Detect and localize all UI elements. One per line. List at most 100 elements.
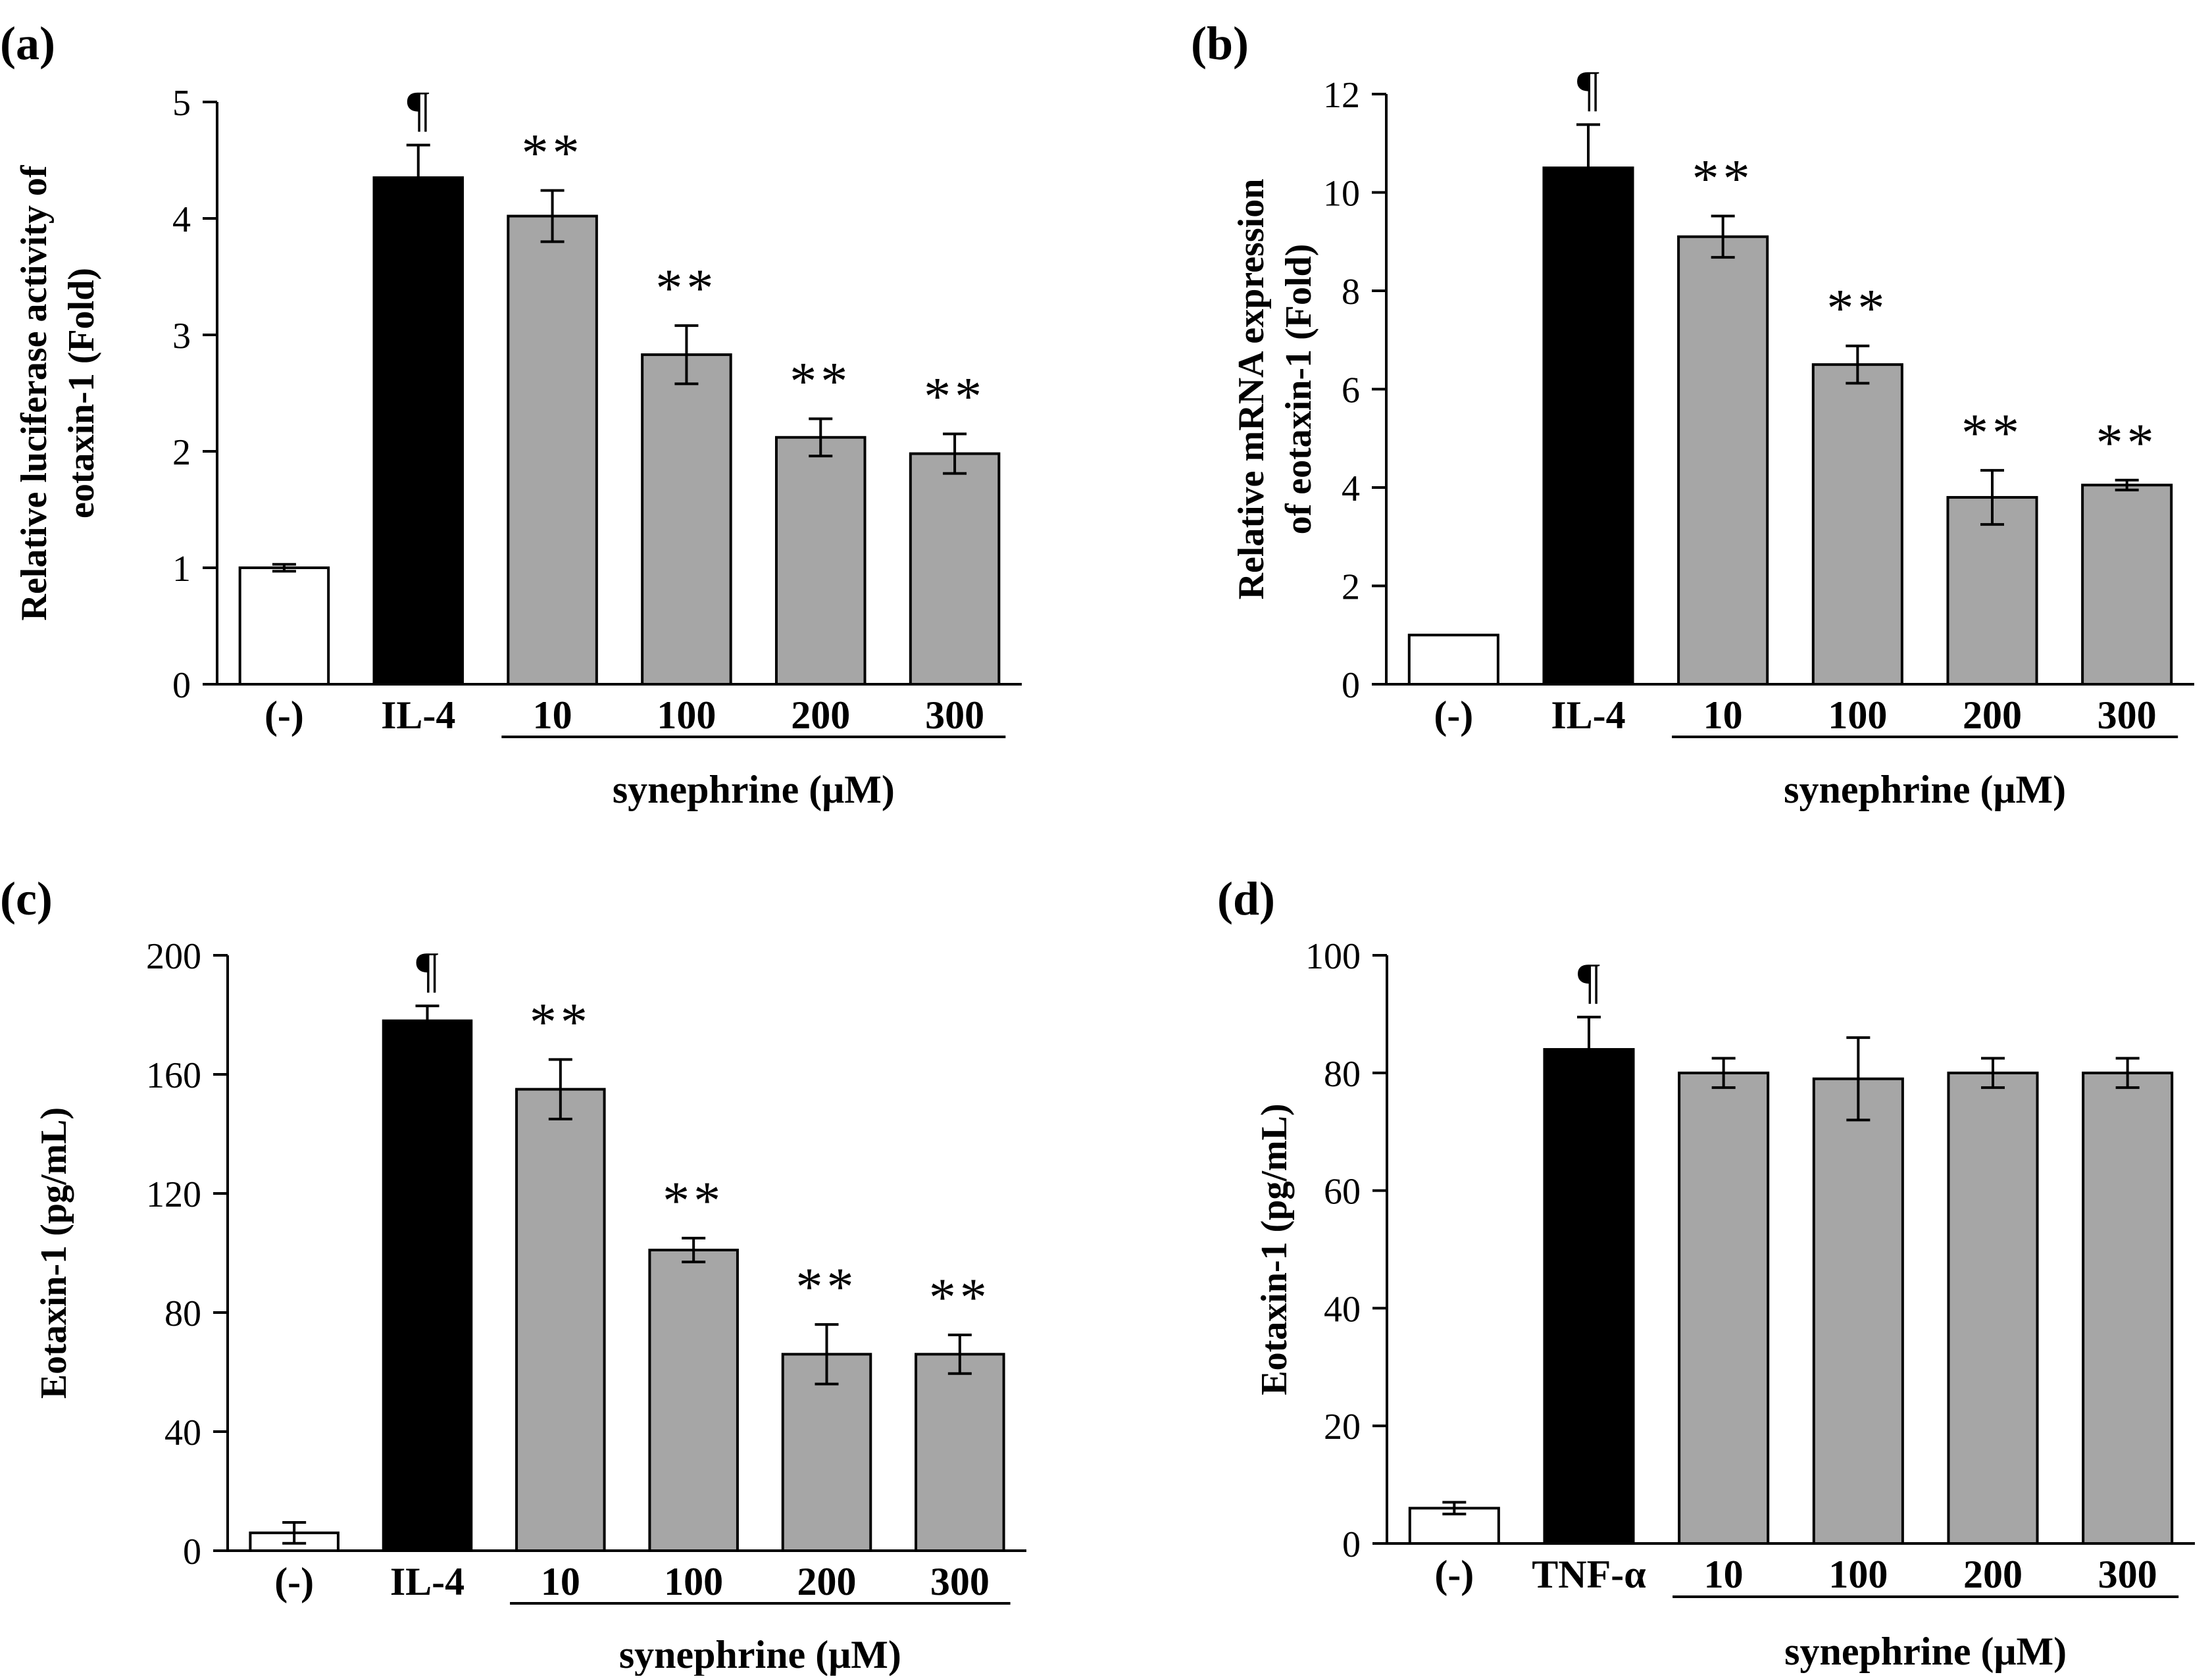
y-axis-title: Eotaxin-1 (pg/mL): [1254, 1103, 1295, 1395]
x-category-label: IL-4: [1551, 693, 1625, 737]
x-category-label: TNF-α: [1532, 1553, 1646, 1596]
x-category-label: 300: [930, 1560, 990, 1603]
y-tick-label: 4: [1342, 468, 1360, 509]
significance-marker: **: [663, 1170, 724, 1230]
y-tick-label: 200: [146, 936, 201, 977]
x-category-label: (-): [274, 1560, 314, 1603]
bar: [1677, 235, 1769, 686]
y-tick-label: 10: [1323, 174, 1360, 214]
x-category-label: 100: [1828, 1553, 1888, 1596]
significance-marker: **: [1961, 403, 2023, 463]
group-label: synephrine (μM): [613, 768, 895, 811]
y-tick-label: 0: [1342, 1524, 1361, 1565]
group-label: synephrine (μM): [1784, 768, 2066, 811]
y-tick-label: 8: [1342, 272, 1360, 313]
group-label: synephrine (μM): [1784, 1630, 2067, 1673]
y-tick-label: 0: [172, 665, 191, 706]
x-category-label: 200: [797, 1560, 857, 1603]
significance-marker: **: [522, 123, 584, 183]
significance-marker: **: [924, 366, 986, 426]
significance-marker: ¶: [407, 81, 430, 136]
x-category-label: 10: [533, 693, 572, 737]
y-tick-label: 12: [1323, 75, 1360, 116]
bar: [909, 452, 1001, 686]
bar: [641, 353, 732, 686]
y-tick-label: 3: [172, 316, 191, 357]
y-tick-label: 160: [146, 1055, 201, 1096]
y-tick-label: 120: [146, 1174, 201, 1215]
significance-marker: **: [655, 258, 717, 318]
bar: [372, 176, 465, 686]
bar: [781, 1353, 872, 1553]
x-category-label: (-): [1434, 1553, 1474, 1596]
y-axis-title: Eotaxin-1 (pg/mL): [34, 1107, 74, 1399]
y-axis-title: eotaxin-1 (Fold): [61, 268, 102, 518]
y-tick-label: 40: [1324, 1289, 1361, 1330]
significance-marker: **: [796, 1257, 858, 1316]
y-axis-title: Relative mRNA expression: [1231, 179, 1272, 600]
bar: [507, 214, 598, 686]
significance-marker: **: [2096, 413, 2158, 472]
group-label: synephrine (μM): [619, 1633, 901, 1676]
x-category-label: 200: [1963, 1553, 2023, 1596]
panel-d: (d) 0 20 40 60 80 100 Eotaxin-1 (pg/mL) (-) ¶ TNF-…: [1217, 872, 2195, 1673]
bar: [1543, 1048, 1635, 1545]
y-tick-label: 0: [183, 1532, 201, 1572]
significance-marker: **: [1692, 148, 1754, 208]
x-category-label: 100: [664, 1560, 723, 1603]
y-tick-label: 2: [172, 432, 191, 473]
bar: [648, 1248, 739, 1552]
bar: [1811, 363, 1903, 686]
y-axis-title: of eotaxin-1 (Fold): [1278, 244, 1319, 535]
significance-marker: ¶: [1578, 953, 1600, 1009]
significance-marker: **: [530, 991, 591, 1051]
panel-a: (a) 0 1 2 3 4 5 Relative luciferase activity of…: [0, 17, 1022, 811]
panel-label: (b): [1191, 17, 1249, 70]
y-tick-label: 2: [1342, 567, 1360, 608]
x-category-label: 200: [1963, 693, 2022, 737]
significance-marker: ¶: [1577, 61, 1599, 116]
bar: [2082, 1071, 2174, 1545]
bar: [238, 566, 330, 686]
x-category-label: 10: [1703, 693, 1743, 737]
x-category-label: 300: [925, 693, 984, 737]
significance-marker: **: [1826, 278, 1888, 338]
x-category-label: IL-4: [390, 1560, 465, 1603]
bar: [1812, 1077, 1904, 1545]
y-tick-label: 1: [172, 549, 191, 589]
bar: [1946, 495, 2038, 686]
bar: [774, 436, 867, 686]
y-tick-label: 6: [1342, 370, 1360, 411]
significance-marker: **: [929, 1267, 991, 1327]
x-category-label: IL-4: [381, 693, 455, 737]
y-tick-label: 5: [172, 83, 191, 124]
bar: [915, 1353, 1005, 1553]
bar: [1542, 166, 1634, 686]
bar: [1407, 634, 1499, 686]
bar: [382, 1019, 473, 1553]
y-tick-label: 40: [164, 1413, 201, 1453]
significance-marker: ¶: [416, 942, 438, 997]
panel-label: (c): [0, 872, 53, 925]
x-category-label: (-): [264, 693, 304, 737]
x-category-label: 300: [2098, 1553, 2157, 1596]
panel-label: (d): [1217, 872, 1275, 925]
significance-marker: **: [790, 351, 851, 411]
y-tick-label: 60: [1324, 1172, 1361, 1213]
x-category-label: 10: [1704, 1553, 1744, 1596]
bar: [1947, 1071, 2039, 1545]
y-tick-label: 80: [164, 1293, 201, 1334]
x-category-label: 200: [791, 693, 850, 737]
y-tick-label: 4: [172, 199, 191, 240]
x-category-label: 100: [1828, 693, 1887, 737]
panel-b: (b) 0 2 4 6 8 10 12 Relative mRNA expression of e…: [1191, 17, 2194, 811]
y-tick-label: 20: [1324, 1407, 1361, 1447]
panel-c: (c) 0 40 80 120 160 200 Eotaxin-1 (pg/mL) (-) ¶ IL…: [0, 872, 1026, 1676]
y-tick-label: 80: [1324, 1054, 1361, 1095]
bar: [2081, 484, 2173, 686]
y-tick-label: 0: [1342, 665, 1360, 706]
x-category-label: 100: [657, 693, 716, 737]
x-category-label: 10: [541, 1560, 580, 1603]
